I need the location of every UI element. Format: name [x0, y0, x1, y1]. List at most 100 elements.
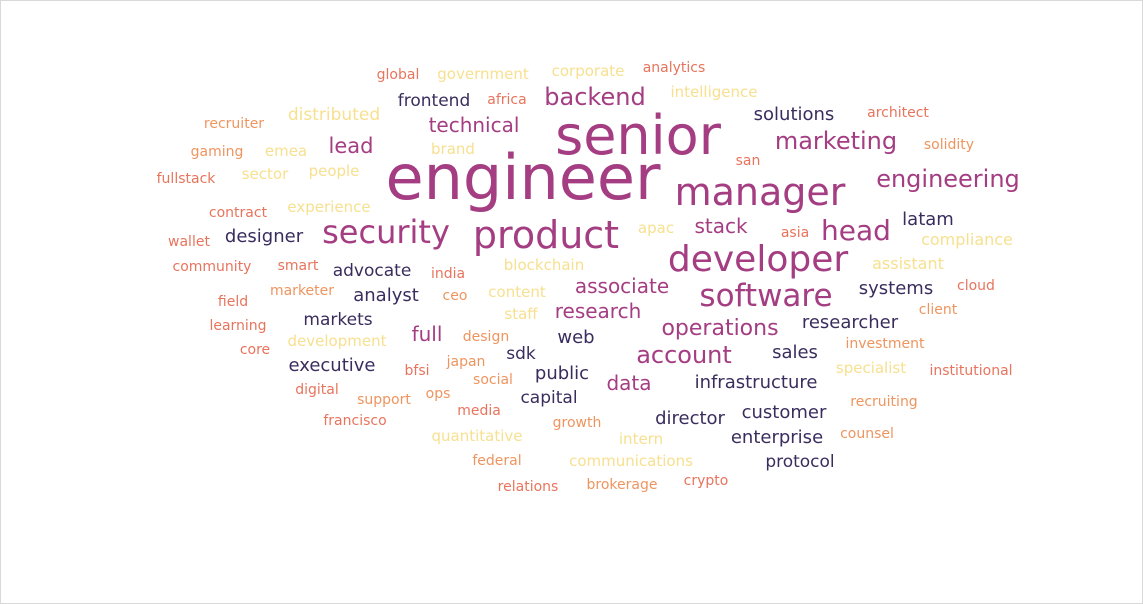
cloud-word-bfsi: bfsi	[405, 363, 430, 379]
cloud-word-recruiter: recruiter	[204, 116, 264, 132]
cloud-word-backend: backend	[544, 83, 645, 111]
cloud-word-security: security	[322, 213, 450, 251]
cloud-word-assistant: assistant	[872, 254, 944, 273]
cloud-word-enterprise: enterprise	[731, 427, 823, 448]
cloud-word-investment: investment	[845, 336, 925, 352]
cloud-word-researcher: researcher	[802, 312, 899, 333]
cloud-word-engineer: engineer	[385, 141, 661, 214]
cloud-word-global: global	[377, 67, 420, 83]
cloud-word-systems: systems	[859, 278, 933, 299]
cloud-word-senior: senior	[555, 104, 722, 167]
cloud-word-protocol: protocol	[765, 452, 834, 472]
cloud-word-frontend: frontend	[398, 91, 470, 111]
cloud-word-field: field	[218, 294, 248, 310]
cloud-word-architect: architect	[867, 105, 929, 121]
cloud-word-learning: learning	[209, 318, 266, 334]
cloud-word-markets: markets	[303, 310, 372, 330]
cloud-word-sales: sales	[772, 342, 818, 363]
cloud-word-director: director	[655, 408, 725, 429]
cloud-word-contract: contract	[209, 205, 268, 221]
cloud-word-designer: designer	[225, 226, 304, 247]
cloud-word-growth: growth	[553, 415, 602, 431]
cloud-word-social: social	[473, 372, 513, 388]
cloud-word-india: india	[431, 266, 465, 282]
cloud-word-brand: brand	[431, 140, 475, 158]
cloud-word-support: support	[357, 392, 411, 408]
cloud-word-analytics: analytics	[643, 60, 706, 76]
cloud-word-lead: lead	[329, 134, 374, 158]
cloud-word-marketing: marketing	[775, 127, 897, 155]
cloud-word-relations: relations	[498, 479, 559, 495]
cloud-word-solidity: solidity	[924, 137, 974, 153]
cloud-word-community: community	[173, 259, 252, 275]
cloud-word-media: media	[457, 403, 501, 419]
cloud-word-africa: africa	[487, 92, 526, 108]
cloud-word-solutions: solutions	[754, 104, 835, 125]
cloud-word-quantitative: quantitative	[431, 427, 522, 445]
cloud-word-associate: associate	[575, 274, 669, 298]
cloud-word-sdk: sdk	[506, 344, 536, 364]
cloud-word-client: client	[919, 302, 958, 318]
cloud-word-full: full	[412, 322, 443, 346]
cloud-word-design: design	[463, 329, 509, 345]
cloud-word-research: research	[555, 299, 642, 323]
cloud-word-infrastructure: infrastructure	[695, 372, 818, 393]
cloud-word-data: data	[606, 371, 651, 395]
cloud-word-digital: digital	[295, 382, 339, 398]
cloud-word-developer: developer	[668, 239, 848, 280]
cloud-word-latam: latam	[902, 209, 954, 230]
cloud-word-technical: technical	[429, 113, 520, 137]
cloud-word-communications: communications	[569, 452, 693, 470]
cloud-word-public: public	[535, 363, 589, 384]
cloud-word-blockchain: blockchain	[504, 256, 584, 274]
cloud-word-advocate: advocate	[333, 261, 412, 281]
cloud-word-intern: intern	[619, 430, 663, 448]
cloud-word-development: development	[288, 332, 387, 350]
cloud-word-software: software	[699, 278, 832, 314]
cloud-word-specialist: specialist	[836, 359, 906, 377]
cloud-word-ops: ops	[426, 386, 451, 402]
cloud-word-smart: smart	[278, 258, 319, 274]
cloud-word-distributed: distributed	[288, 105, 380, 125]
cloud-word-japan: japan	[446, 354, 486, 370]
cloud-word-content: content	[488, 283, 546, 301]
cloud-word-brokerage: brokerage	[587, 477, 658, 493]
cloud-word-counsel: counsel	[840, 426, 894, 442]
cloud-word-account: account	[636, 341, 732, 369]
cloud-word-executive: executive	[288, 355, 375, 376]
cloud-word-stack: stack	[694, 214, 748, 238]
cloud-word-gaming: gaming	[191, 144, 244, 160]
cloud-word-sector: sector	[242, 165, 289, 183]
cloud-word-operations: operations	[661, 316, 778, 341]
cloud-word-cloud: cloud	[957, 278, 995, 294]
cloud-word-customer: customer	[742, 402, 827, 423]
cloud-word-san: san	[736, 153, 761, 169]
cloud-word-analyst: analyst	[353, 285, 419, 306]
cloud-word-staff: staff	[504, 305, 538, 323]
cloud-word-head: head	[821, 214, 891, 247]
cloud-word-fullstack: fullstack	[157, 171, 217, 187]
cloud-word-emea: emea	[265, 142, 307, 160]
cloud-word-manager: manager	[675, 170, 846, 214]
cloud-word-web: web	[557, 327, 594, 348]
cloud-word-apac: apac	[638, 219, 674, 237]
cloud-word-government: government	[437, 65, 529, 83]
cloud-word-crypto: crypto	[684, 473, 729, 489]
cloud-word-core: core	[240, 342, 270, 358]
cloud-word-engineering: engineering	[876, 165, 1020, 193]
cloud-word-compliance: compliance	[921, 230, 1013, 249]
cloud-word-capital: capital	[520, 388, 577, 408]
cloud-word-intelligence: intelligence	[670, 83, 757, 101]
cloud-word-asia: asia	[781, 225, 809, 241]
cloud-word-ceo: ceo	[443, 288, 468, 304]
cloud-word-recruiting: recruiting	[850, 394, 917, 410]
cloud-word-marketer: marketer	[270, 283, 334, 299]
cloud-word-federal: federal	[472, 453, 521, 469]
cloud-word-wallet: wallet	[168, 234, 210, 250]
cloud-word-institutional: institutional	[929, 363, 1012, 379]
cloud-word-product: product	[473, 213, 619, 257]
cloud-word-corporate: corporate	[552, 62, 625, 80]
cloud-word-experience: experience	[287, 198, 370, 216]
